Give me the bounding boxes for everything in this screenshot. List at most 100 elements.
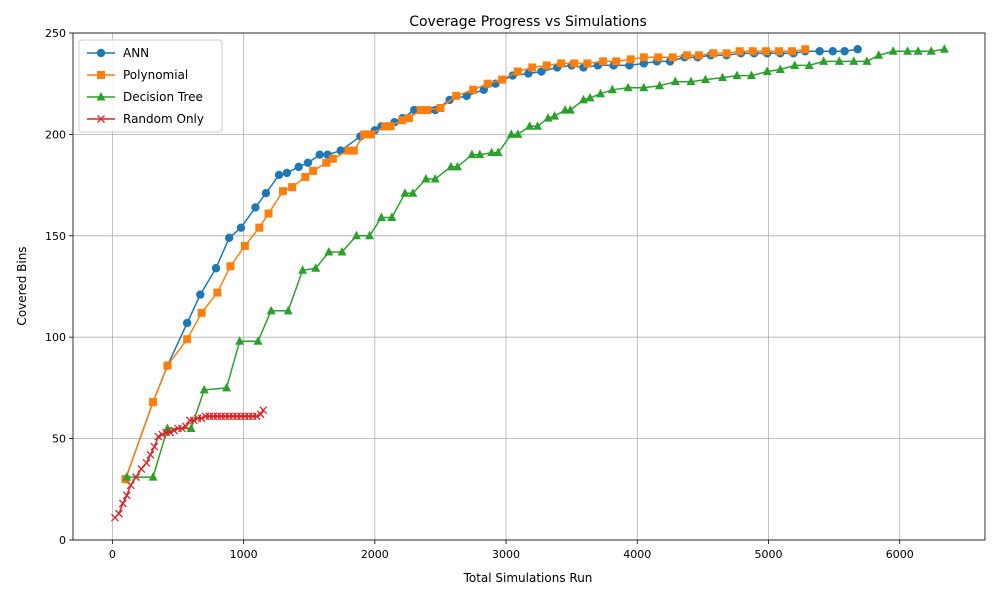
data-point (801, 45, 810, 54)
data-point (483, 79, 492, 88)
data-point (177, 424, 186, 433)
data-point (274, 170, 284, 180)
data-point (790, 60, 800, 69)
legend-item: ANN (87, 46, 149, 60)
data-point (404, 114, 413, 123)
data-point (709, 49, 718, 58)
legend: ANN Polynomial Decision Tree Random Only (78, 39, 223, 133)
data-point (294, 162, 303, 172)
data-point (748, 47, 757, 56)
data-point (336, 146, 345, 155)
data-point (700, 74, 710, 84)
series-2 (122, 44, 949, 481)
data-point (132, 473, 140, 482)
data-point (126, 481, 135, 490)
data-point (469, 85, 478, 94)
data-point (282, 168, 292, 178)
data-point (409, 105, 419, 115)
data-point (349, 146, 358, 155)
data-point (834, 56, 844, 65)
data-point (493, 147, 503, 157)
data-point (189, 416, 198, 425)
data-point (746, 70, 756, 80)
data-point (224, 233, 234, 243)
data-point (533, 121, 543, 130)
data-point (309, 166, 318, 175)
data-point (337, 247, 347, 256)
legend-label: Polynomial (123, 68, 188, 82)
data-point-stroke (150, 442, 159, 451)
data-point (266, 305, 276, 315)
data-point (376, 212, 386, 222)
data-point (596, 88, 606, 98)
data-point (360, 130, 369, 139)
data-point (686, 76, 696, 86)
y-tick-label: 200 (45, 128, 66, 141)
data-point-stroke (97, 115, 105, 123)
data-point (96, 48, 106, 58)
data-point-stroke (122, 491, 131, 500)
data-point (565, 105, 575, 114)
data-point (154, 432, 163, 441)
series-3 (111, 406, 268, 522)
data-point (259, 406, 268, 415)
data-point (122, 472, 132, 481)
data-point (387, 212, 397, 222)
data-point (328, 154, 337, 163)
data-point (874, 50, 884, 59)
data-point (607, 84, 617, 94)
data-point (197, 414, 206, 423)
y-tick-label: 150 (45, 230, 66, 243)
data-point-stroke (142, 458, 151, 467)
data-point (525, 121, 535, 130)
data-point (303, 158, 313, 167)
legend-label: ANN (123, 46, 149, 60)
data-point (226, 262, 235, 271)
data-point (97, 71, 105, 79)
data-point (668, 53, 677, 62)
data-point (213, 288, 222, 297)
data-point (446, 161, 456, 171)
data-point-stroke (166, 428, 175, 437)
y-axis-label: Covered Bins (15, 246, 29, 325)
data-point-stroke (154, 432, 163, 441)
data-point (423, 106, 432, 115)
data-point (722, 49, 731, 58)
data-point (322, 158, 331, 167)
axis-ticks: 0 1000 2000 3000 4000 5000 6000 0 50 100 150 200 250 (45, 27, 914, 561)
data-point (849, 56, 859, 65)
data-point (283, 305, 293, 315)
data-point-stroke (126, 481, 135, 490)
data-point (853, 45, 862, 54)
data-point-stroke (256, 410, 265, 419)
data-point (888, 46, 898, 55)
data-point (475, 149, 485, 159)
data-point (683, 51, 692, 60)
data-point (96, 92, 106, 101)
data-point (926, 46, 936, 55)
data-point-stroke (170, 426, 179, 435)
data-point (761, 47, 770, 56)
data-point (170, 426, 179, 435)
data-point (819, 56, 829, 65)
data-point-stroke (252, 412, 261, 421)
data-point (142, 458, 151, 467)
data-point (513, 129, 523, 138)
data-point (149, 398, 158, 407)
y-tick-label: 50 (52, 433, 66, 446)
data-point (351, 230, 361, 240)
legend-item: Polynomial (87, 68, 188, 82)
data-point (278, 187, 287, 196)
data-point (163, 361, 172, 370)
data-point (182, 318, 192, 328)
data-point (301, 172, 310, 181)
data-point (298, 265, 308, 274)
data-point (222, 382, 232, 392)
legend-label: Random Only (123, 112, 204, 126)
data-point (365, 230, 375, 240)
data-point (498, 75, 507, 84)
data-point-stroke (189, 416, 198, 425)
data-point (118, 499, 127, 508)
data-point (148, 472, 158, 481)
